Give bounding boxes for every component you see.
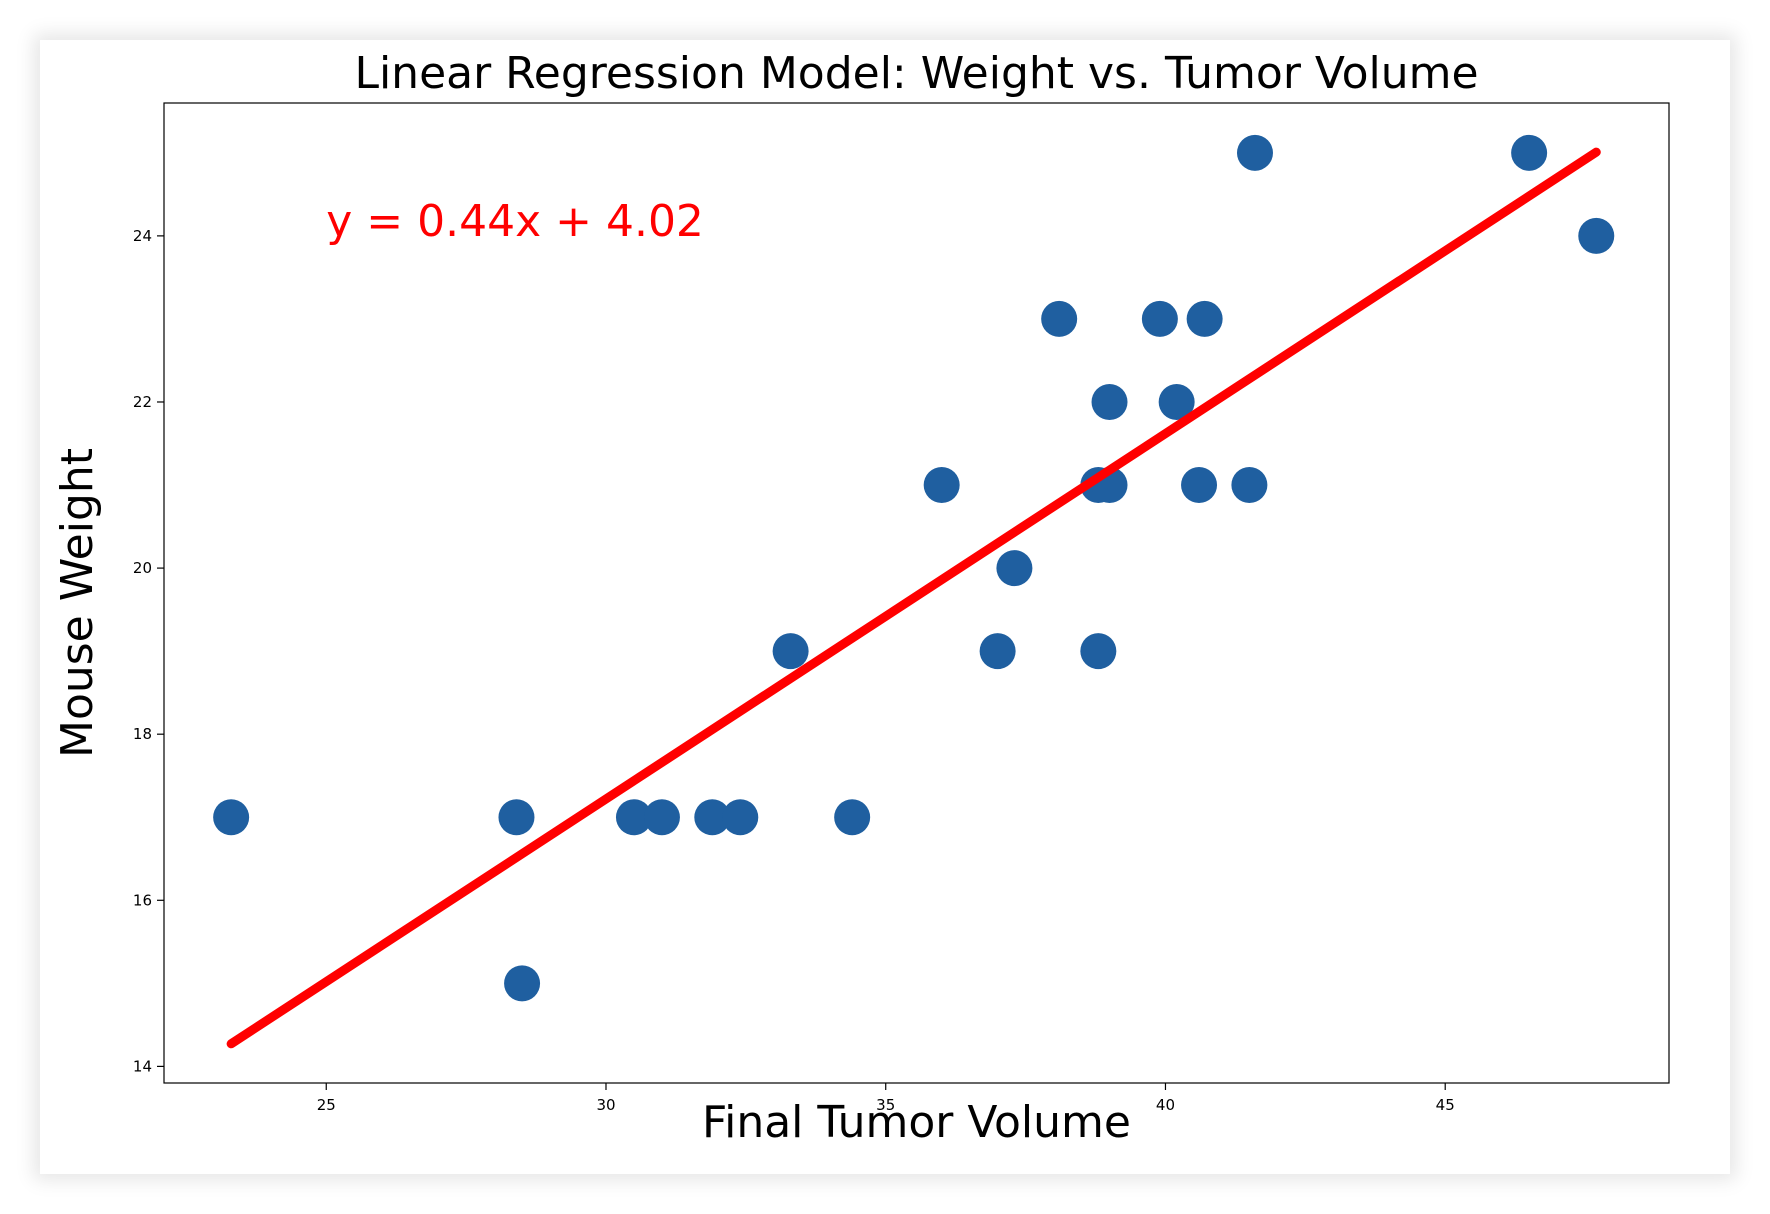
data-point bbox=[1141, 300, 1178, 337]
data-point bbox=[643, 799, 680, 836]
data-point bbox=[1091, 383, 1128, 420]
x-axis: 25 30 35 40 45 bbox=[317, 1083, 1455, 1114]
scatter-points bbox=[213, 134, 1615, 1002]
x-tick-label: 30 bbox=[596, 1096, 615, 1114]
x-tick-label: 45 bbox=[1436, 1096, 1455, 1114]
data-point bbox=[615, 799, 652, 836]
chart-title: Linear Regression Model: Weight vs. Tumo… bbox=[354, 48, 1478, 99]
data-point bbox=[498, 799, 535, 836]
y-tick-label: 14 bbox=[133, 1057, 152, 1075]
data-point bbox=[996, 550, 1033, 587]
y-tick-label: 24 bbox=[133, 227, 152, 245]
data-point bbox=[1578, 217, 1615, 254]
data-point bbox=[694, 799, 731, 836]
y-tick-label: 18 bbox=[133, 725, 152, 743]
data-point bbox=[1186, 300, 1223, 337]
y-tick-label: 16 bbox=[133, 891, 152, 909]
data-point bbox=[1511, 134, 1548, 171]
data-point bbox=[213, 799, 250, 836]
data-point bbox=[979, 633, 1016, 670]
regression-equation: y = 0.44x + 4.02 bbox=[326, 196, 704, 247]
scatter-chart: Linear Regression Model: Weight vs. Tumo… bbox=[52, 48, 1670, 1148]
data-point bbox=[772, 633, 809, 670]
data-point bbox=[1231, 467, 1268, 504]
x-tick-label: 35 bbox=[876, 1096, 895, 1114]
data-point bbox=[923, 467, 960, 504]
x-axis-label: Final Tumor Volume bbox=[702, 1097, 1131, 1148]
data-point bbox=[1181, 467, 1218, 504]
figure: Linear Regression Model: Weight vs. Tumo… bbox=[40, 40, 1730, 1174]
y-tick-label: 22 bbox=[133, 393, 152, 411]
data-point bbox=[1158, 383, 1195, 420]
x-tick-label: 40 bbox=[1156, 1096, 1175, 1114]
y-axis: 14 16 18 20 22 24 bbox=[133, 227, 164, 1075]
data-point bbox=[722, 799, 759, 836]
regression-line bbox=[226, 147, 1601, 1049]
data-point bbox=[834, 799, 871, 836]
data-point bbox=[1080, 633, 1117, 670]
data-point bbox=[1236, 134, 1273, 171]
x-tick-label: 25 bbox=[317, 1096, 336, 1114]
y-axis-label: Mouse Weight bbox=[52, 448, 103, 758]
data-point bbox=[1041, 300, 1078, 337]
y-tick-label: 20 bbox=[133, 559, 152, 577]
plot-area-frame bbox=[163, 102, 1670, 1084]
data-point bbox=[504, 965, 541, 1002]
